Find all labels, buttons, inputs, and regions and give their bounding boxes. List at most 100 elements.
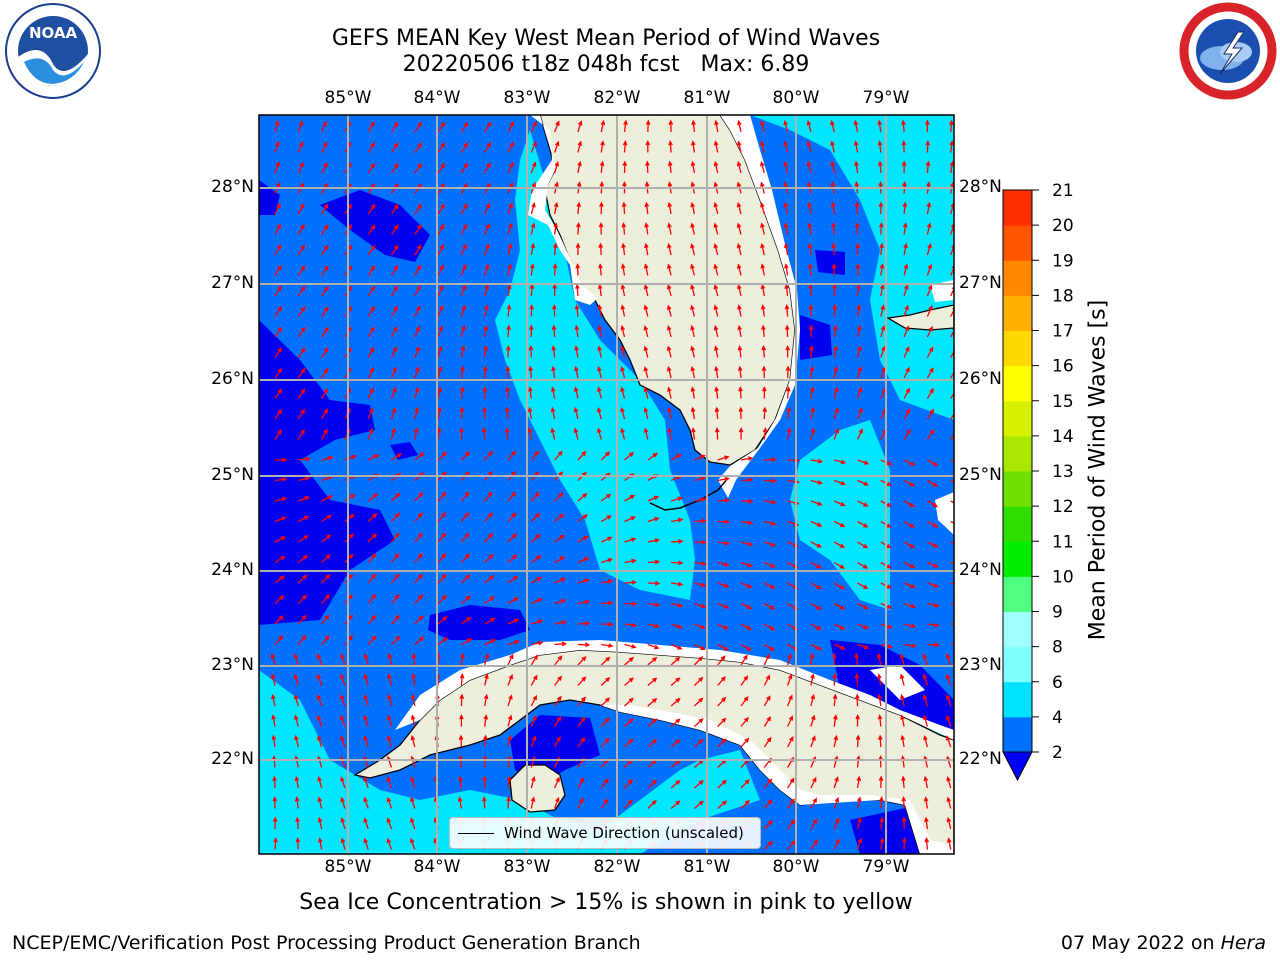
wind-wave-arrow [717,498,731,503]
wind-wave-arrow [807,201,812,215]
wind-wave-arrow [460,284,467,297]
wind-wave-arrow [294,775,300,789]
wind-wave-arrow [437,637,449,646]
wind-wave-arrow [596,406,602,420]
wind-wave-arrow [316,653,323,666]
wind-wave-arrow [274,347,283,358]
wind-wave-arrow [787,777,795,789]
wind-wave-arrow [274,575,285,584]
wind-wave-arrow [832,673,838,686]
field-4-6s-atlantic-north [750,115,954,420]
wind-wave-arrow [459,386,465,399]
wind-wave-arrow [834,459,847,465]
wind-wave-arrow [740,799,750,809]
wind-wave-arrow [854,652,859,666]
wind-wave-arrow [554,675,562,686]
wind-wave-arrow [903,263,909,276]
colorbar-segment [1003,295,1032,331]
wind-wave-arrow [460,365,465,379]
wind-wave-arrow [714,365,719,379]
wind-wave-arrow [390,285,398,297]
lat-label-right: 26°N [959,369,1002,389]
wind-wave-arrow [740,561,753,568]
wind-wave-arrow [554,776,560,789]
colorbar-segment [1003,541,1032,577]
wind-wave-arrow [620,263,626,276]
wind-wave-arrow [577,160,582,174]
wind-wave-arrow [832,693,838,707]
wind-wave-arrow [573,406,579,420]
wind-wave-arrow [740,477,754,483]
lon-label-bottom: 83°W [503,857,551,877]
wind-wave-arrow [647,559,661,565]
wind-wave-arrow [900,693,905,707]
wind-wave-arrow [760,140,765,153]
wind-wave-arrow [927,602,940,608]
wind-wave-arrow [624,778,634,789]
wind-wave-arrow [390,162,399,174]
wind-wave-arrow [903,500,915,508]
colorbar-tick-label: 21 [1052,181,1074,201]
wind-wave-arrow [621,242,626,256]
wind-wave-arrow [857,479,869,486]
wind-wave-arrow [764,520,777,526]
wind-wave-arrow [577,696,586,707]
wind-wave-arrow [553,222,559,235]
wind-wave-arrow [946,775,952,789]
wind-wave-arrow [927,479,939,487]
wind-wave-arrow [717,476,730,482]
wind-wave-arrow [414,203,422,215]
colorbar-tick-label: 8 [1052,638,1063,658]
wind-wave-arrow [690,345,696,358]
wind-wave-arrow [600,140,605,153]
wind-wave-arrow [297,265,306,276]
wind-wave-arrow [855,734,861,748]
wind-wave-arrow [713,201,719,215]
wind-wave-arrow [856,796,862,809]
wind-wave-arrow [367,265,376,276]
wind-wave-arrow [600,536,613,543]
wind-wave-arrow [554,641,568,647]
wind-wave-arrow [414,636,425,645]
wind-wave-arrow [298,476,311,482]
wind-wave-arrow [411,652,417,666]
wind-wave-arrow [363,796,369,809]
wind-wave-arrow [785,345,790,358]
lat-lon-grid [259,115,954,854]
wind-wave-arrow [576,222,581,235]
wind-wave-arrow [321,265,329,276]
wind-wave-arrow [809,652,815,666]
wind-wave-arrow [274,264,282,276]
wind-wave-arrow [321,408,328,420]
wind-wave-arrow [367,407,374,420]
wind-wave-arrow [274,119,280,133]
wind-wave-arrow [414,512,424,522]
wind-wave-arrow [760,222,765,235]
wind-wave-arrow [856,304,862,317]
field-under-2s-5 [815,250,845,275]
wind-wave-arrow [833,345,838,358]
wind-wave-arrow [903,561,916,569]
wind-wave-arrow [414,386,420,399]
wind-wave-arrow [670,677,681,686]
footer-date-text: 07 May 2022 on [1060,932,1221,954]
wind-wave-arrow [390,264,399,276]
wind-wave-arrow [274,615,284,625]
wind-wave-arrow [553,161,560,174]
wind-wave-arrow [367,244,376,256]
wind-wave-arrow [577,736,586,748]
wind-wave-arrow [504,427,510,440]
wind-wave-arrow [899,673,905,686]
wind-wave-arrow [507,141,514,153]
wind-wave-arrow [577,140,583,153]
wind-wave-arrow [391,573,400,584]
wind-wave-arrow [763,716,772,727]
wind-wave-arrow [833,776,839,789]
wind-wave-arrow [460,595,471,604]
wind-wave-arrow [527,406,533,420]
wind-wave-arrow [597,345,602,358]
wind-wave-arrow [363,673,369,686]
wind-wave-arrow [647,623,660,629]
wind-wave-arrow [926,263,933,276]
wind-wave-arrow [879,837,885,850]
